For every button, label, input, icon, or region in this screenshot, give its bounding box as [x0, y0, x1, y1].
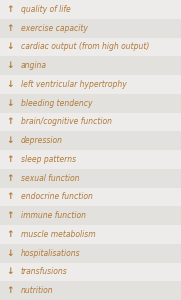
Bar: [0, 188, 181, 206]
Text: hospitalisations: hospitalisations: [21, 249, 80, 258]
Bar: [0, 150, 181, 169]
Text: ↑: ↑: [6, 286, 14, 295]
Text: transfusions: transfusions: [21, 267, 68, 276]
Text: ↑: ↑: [6, 230, 14, 239]
Bar: [0, 206, 181, 225]
Text: immune function: immune function: [21, 211, 86, 220]
Bar: [0, 94, 181, 112]
Text: ↑: ↑: [6, 5, 14, 14]
Text: angina: angina: [21, 61, 47, 70]
Text: ↑: ↑: [6, 211, 14, 220]
Bar: [0, 75, 181, 94]
Text: ↑: ↑: [6, 117, 14, 126]
Text: bleeding tendency: bleeding tendency: [21, 99, 92, 108]
Bar: [0, 56, 181, 75]
Text: ↑: ↑: [6, 155, 14, 164]
Text: left ventricular hypertrophy: left ventricular hypertrophy: [21, 80, 127, 89]
Text: ↓: ↓: [6, 42, 14, 51]
Text: ↓: ↓: [6, 61, 14, 70]
Text: ↓: ↓: [6, 99, 14, 108]
Bar: [0, 131, 181, 150]
Text: ↑: ↑: [6, 192, 14, 201]
Text: muscle metabolism: muscle metabolism: [21, 230, 95, 239]
Text: nutrition: nutrition: [21, 286, 53, 295]
Text: exercise capacity: exercise capacity: [21, 24, 88, 33]
Bar: [0, 281, 181, 300]
Bar: [0, 112, 181, 131]
Text: sleep patterns: sleep patterns: [21, 155, 76, 164]
Text: ↑: ↑: [6, 174, 14, 183]
Bar: [0, 244, 181, 262]
Text: endocrine function: endocrine function: [21, 192, 93, 201]
Bar: [0, 169, 181, 188]
Text: cardiac output (from high output): cardiac output (from high output): [21, 42, 149, 51]
Text: ↓: ↓: [6, 267, 14, 276]
Text: ↓: ↓: [6, 136, 14, 145]
Bar: [0, 262, 181, 281]
Text: brain/cognitive function: brain/cognitive function: [21, 117, 112, 126]
Text: depression: depression: [21, 136, 63, 145]
Text: quality of life: quality of life: [21, 5, 71, 14]
Bar: [0, 225, 181, 244]
Text: ↓: ↓: [6, 249, 14, 258]
Bar: [0, 19, 181, 38]
Text: ↓: ↓: [6, 80, 14, 89]
Text: ↑: ↑: [6, 24, 14, 33]
Text: sexual function: sexual function: [21, 174, 79, 183]
Bar: [0, 0, 181, 19]
Bar: [0, 38, 181, 56]
